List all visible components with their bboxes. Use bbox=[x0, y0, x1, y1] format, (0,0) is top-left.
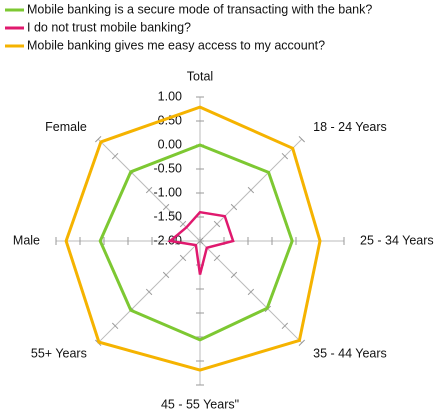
tick-mark bbox=[94, 135, 102, 143]
tick-mark bbox=[230, 271, 238, 279]
legend-label: I do not trust mobile banking? bbox=[27, 20, 191, 34]
category-label: Total bbox=[187, 69, 213, 83]
series-line bbox=[167, 210, 235, 275]
tick-mark bbox=[230, 203, 238, 211]
y-tick-label: -1.00 bbox=[154, 185, 183, 199]
tick-mark bbox=[213, 254, 221, 262]
y-tick-label: -1.50 bbox=[154, 209, 183, 223]
tick-mark bbox=[162, 271, 170, 279]
tick-mark bbox=[298, 339, 306, 347]
y-tick-label: 0.00 bbox=[158, 137, 182, 151]
y-tick-label: -0.50 bbox=[154, 161, 183, 175]
category-label: 25 - 34 Years bbox=[360, 233, 434, 247]
tick-mark bbox=[281, 152, 289, 160]
category-label: Male bbox=[13, 233, 40, 247]
tick-mark bbox=[247, 288, 255, 296]
category-label: 35 - 44 Years bbox=[313, 346, 387, 360]
tick-mark bbox=[111, 152, 119, 160]
tick-mark bbox=[179, 254, 187, 262]
category-label: Female bbox=[45, 120, 87, 134]
legend-label: Mobile banking gives me easy access to m… bbox=[27, 38, 325, 52]
series-line bbox=[64, 105, 322, 372]
tick-mark bbox=[162, 203, 170, 211]
tick-mark bbox=[196, 237, 204, 245]
tick-mark bbox=[298, 135, 306, 143]
tick-mark bbox=[179, 220, 187, 228]
category-label: 18 - 24 Years bbox=[313, 120, 387, 134]
tick-mark bbox=[145, 288, 153, 296]
tick-mark bbox=[145, 186, 153, 194]
legend-label: Mobile banking is a secure mode of trans… bbox=[27, 2, 372, 16]
tick-mark bbox=[281, 322, 289, 330]
category-label: 45 - 55 Years" bbox=[161, 397, 239, 410]
tick-mark bbox=[247, 186, 255, 194]
tick-mark bbox=[111, 322, 119, 330]
category-label: 55+ Years bbox=[31, 346, 87, 360]
y-tick-label: 1.00 bbox=[158, 89, 182, 103]
tick-mark bbox=[213, 220, 221, 228]
series-line bbox=[98, 143, 294, 342]
